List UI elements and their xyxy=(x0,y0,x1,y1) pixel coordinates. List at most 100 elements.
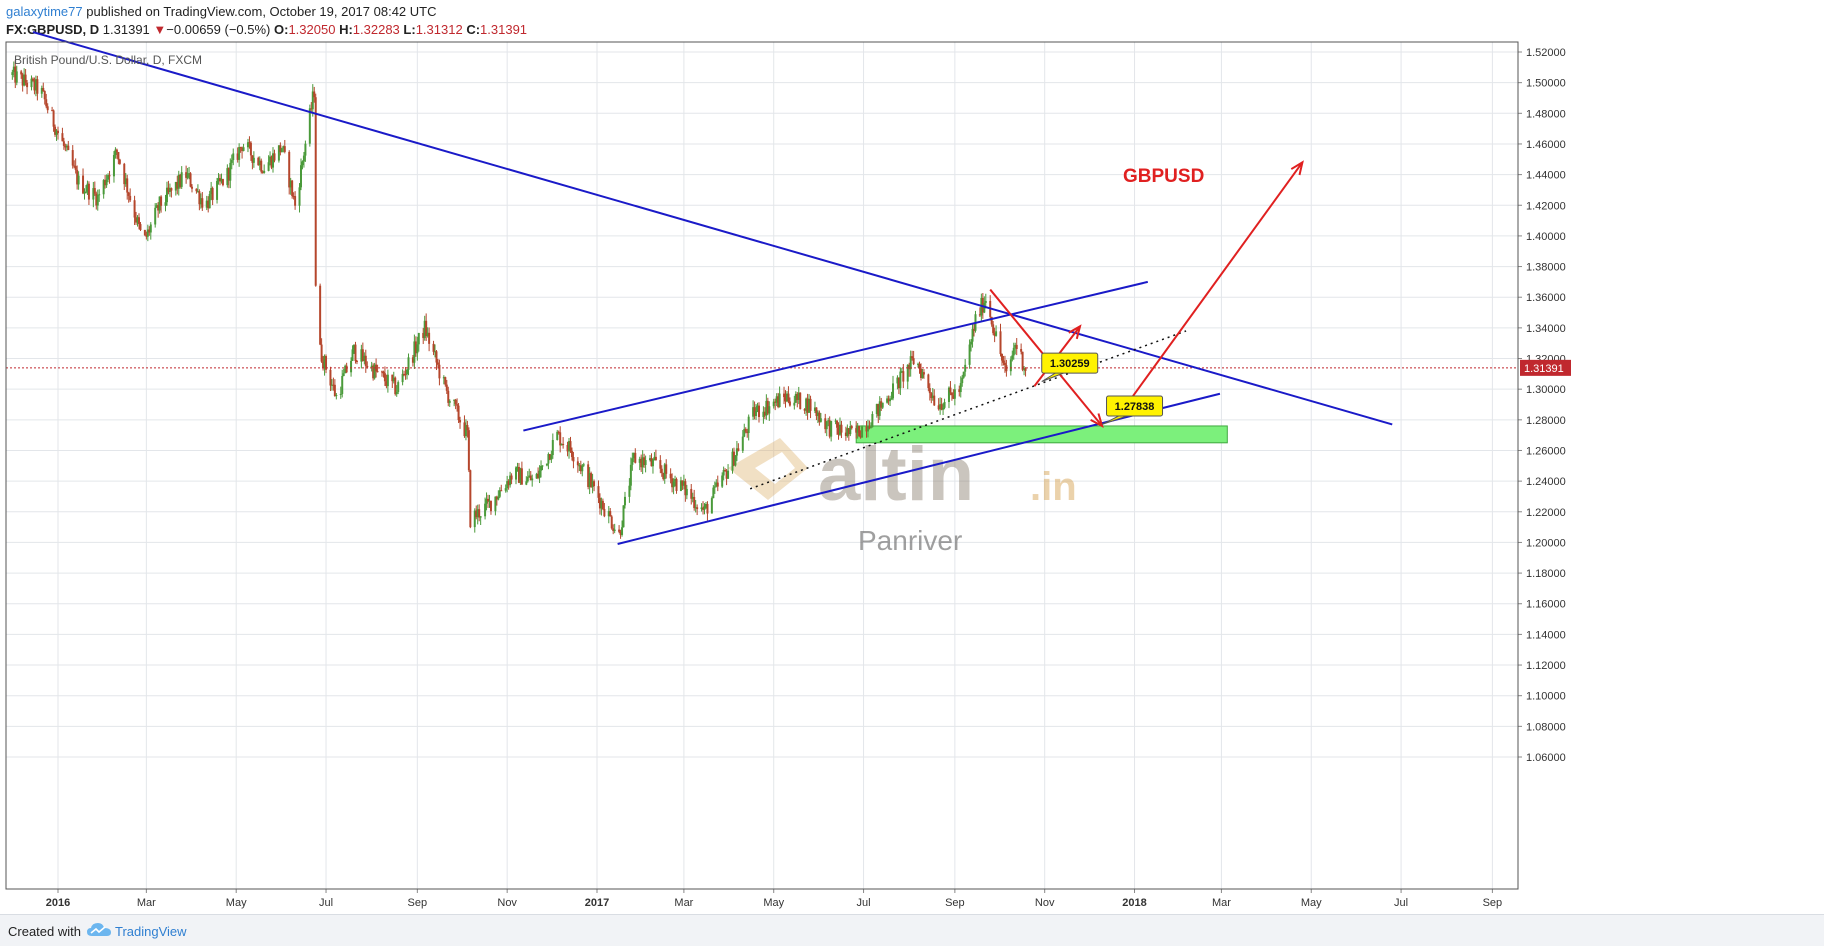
candle-body xyxy=(242,147,245,151)
candle-body xyxy=(984,300,987,303)
author-link[interactable]: galaxytime77 xyxy=(6,4,83,19)
candle-body xyxy=(716,482,719,487)
candle-body xyxy=(612,528,615,532)
candle-body xyxy=(438,364,441,379)
candle-body xyxy=(292,195,295,197)
callout-label: 1.30259 xyxy=(1050,358,1090,370)
candle-body xyxy=(179,174,182,187)
candle-body xyxy=(361,349,364,361)
candle-body xyxy=(342,373,345,376)
last-price: 1.31391 xyxy=(102,22,150,37)
candle-body xyxy=(148,229,151,233)
candle-body xyxy=(922,372,925,375)
candle-body xyxy=(674,479,677,482)
candle-body xyxy=(788,401,791,406)
candle-body xyxy=(747,416,750,434)
candle-body xyxy=(569,441,572,451)
candle-body xyxy=(931,395,934,399)
candle-body xyxy=(702,507,705,510)
candle-body xyxy=(370,365,373,368)
candle-body xyxy=(868,426,871,429)
candle-body xyxy=(355,361,358,363)
candle-body xyxy=(475,510,478,518)
candle-body xyxy=(693,496,696,509)
candle-body xyxy=(124,178,127,185)
candle-body xyxy=(700,507,703,510)
candle-body xyxy=(444,377,447,385)
candle-body xyxy=(892,383,895,399)
candle-body xyxy=(515,467,518,480)
tradingview-cloud-icon[interactable] xyxy=(86,921,112,939)
candle-body xyxy=(710,498,713,514)
candle-body xyxy=(277,145,280,161)
candle-body xyxy=(520,468,523,485)
candle-body xyxy=(669,473,672,479)
candle-body xyxy=(970,341,973,345)
candle-body xyxy=(785,393,788,402)
tradingview-link[interactable]: TradingView xyxy=(115,924,187,939)
candle-body xyxy=(422,332,425,339)
x-tick-label: Jul xyxy=(1394,897,1408,909)
y-tick-label: 1.52000 xyxy=(1526,47,1566,59)
candle-body xyxy=(694,507,697,509)
y-tick-label: 1.08000 xyxy=(1526,721,1566,733)
watermark-logo xyxy=(728,438,808,500)
candle-body xyxy=(23,74,26,86)
candle-body xyxy=(971,328,974,342)
candle-body xyxy=(902,371,905,382)
candle-body xyxy=(383,373,386,382)
candle-body xyxy=(154,207,157,225)
candle-body xyxy=(613,529,616,532)
candle-body xyxy=(619,531,622,535)
candle-body xyxy=(663,464,666,480)
candle-body xyxy=(82,175,85,194)
y-tick-label: 1.34000 xyxy=(1526,323,1566,335)
candle-body xyxy=(188,173,191,175)
candle-body xyxy=(724,470,727,472)
candle-body xyxy=(45,99,48,107)
candle-body xyxy=(335,395,338,397)
candle-body xyxy=(114,149,117,156)
candle-body xyxy=(629,464,632,486)
candle-body xyxy=(746,431,749,434)
candle-body xyxy=(448,400,451,403)
candle-body xyxy=(229,162,232,181)
candle-body xyxy=(715,482,718,487)
candle-body xyxy=(794,394,797,403)
candle-body xyxy=(737,448,740,451)
candle-body xyxy=(815,407,818,416)
candle-body xyxy=(149,224,152,233)
candle-body xyxy=(198,191,201,205)
candle-body xyxy=(484,503,487,517)
y-tick-label: 1.16000 xyxy=(1526,599,1566,611)
candle-body xyxy=(933,395,936,406)
candle-body xyxy=(504,488,507,491)
candle-body xyxy=(983,302,986,313)
candle-body xyxy=(210,188,213,195)
candle-body xyxy=(1023,368,1026,370)
open-label: O: xyxy=(274,22,289,37)
candle-body xyxy=(325,356,328,370)
candle-body xyxy=(34,79,37,91)
candle-body xyxy=(216,181,219,200)
candle-body xyxy=(878,401,881,416)
candle-body xyxy=(743,428,746,437)
candle-body xyxy=(866,426,869,432)
candle-body xyxy=(83,191,86,194)
symbol-label: FX:GBPUSD, D xyxy=(6,22,100,37)
candle-body xyxy=(704,503,707,507)
candle-body xyxy=(333,384,336,397)
candle-body xyxy=(108,175,111,177)
close-label: C: xyxy=(466,22,481,37)
candle-body xyxy=(881,402,884,408)
candle-body xyxy=(435,351,438,363)
candle-body xyxy=(478,509,481,518)
candle-body xyxy=(494,496,497,512)
candle-body xyxy=(272,153,275,168)
candle-body xyxy=(345,365,348,373)
candle-body xyxy=(26,82,29,88)
candle-body xyxy=(73,165,76,167)
candle-body xyxy=(177,174,180,189)
x-tick-label: Mar xyxy=(137,897,156,909)
